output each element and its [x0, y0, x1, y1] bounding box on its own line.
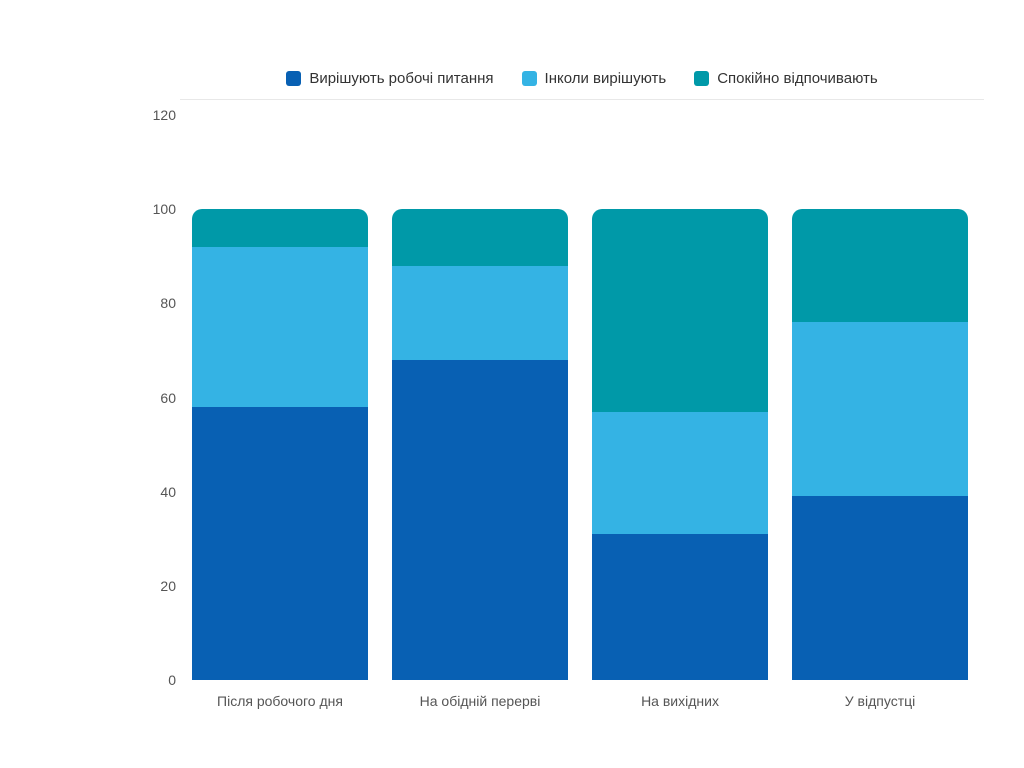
bar — [592, 209, 768, 680]
bar-segment — [392, 266, 568, 360]
y-axis-tick: 0 — [140, 672, 176, 688]
legend-label: Вирішують робочі питання — [309, 70, 493, 87]
legend-label: Спокійно відпочивають — [717, 70, 878, 87]
legend-item: Вирішують робочі питання — [286, 70, 493, 87]
y-axis-tick: 120 — [140, 107, 176, 123]
bar-segment — [392, 209, 568, 266]
bar-segment — [192, 247, 368, 407]
bar-segment — [192, 407, 368, 680]
legend: Вирішують робочі питання Інколи вирішуют… — [180, 70, 984, 100]
bar-segment — [792, 209, 968, 322]
legend-swatch — [522, 71, 537, 86]
y-axis-tick: 40 — [140, 484, 176, 500]
y-axis-tick: 60 — [140, 390, 176, 406]
x-axis-label: На вихідних — [592, 685, 768, 709]
bar-segment — [392, 360, 568, 680]
y-axis-tick: 100 — [140, 201, 176, 217]
bar-group — [592, 115, 768, 680]
plot-area — [180, 115, 980, 680]
y-axis-tick: 80 — [140, 295, 176, 311]
bar-segment — [592, 534, 768, 680]
bar — [392, 209, 568, 680]
bar-segment — [792, 496, 968, 680]
x-axis-label: Після робочого дня — [192, 685, 368, 709]
bar-segment — [192, 209, 368, 247]
y-axis-tick: 20 — [140, 578, 176, 594]
legend-swatch — [694, 71, 709, 86]
legend-label: Інколи вирішують — [545, 70, 667, 87]
bar — [192, 209, 368, 680]
bar-segment — [592, 209, 768, 411]
bar-group — [192, 115, 368, 680]
y-axis: 020406080100120 — [140, 115, 176, 680]
bar-group — [792, 115, 968, 680]
x-axis-label: На обідній перерві — [392, 685, 568, 709]
bar-group — [392, 115, 568, 680]
bar-segment — [792, 322, 968, 496]
legend-item: Спокійно відпочивають — [694, 70, 878, 87]
x-axis: Після робочого дня На обідній перерві На… — [180, 685, 980, 709]
x-axis-label: У відпустці — [792, 685, 968, 709]
bars-container — [180, 115, 980, 680]
legend-item: Інколи вирішують — [522, 70, 667, 87]
legend-swatch — [286, 71, 301, 86]
stacked-bar-chart: Вирішують робочі питання Інколи вирішуют… — [0, 0, 1024, 768]
bar-segment — [592, 412, 768, 534]
bar — [792, 209, 968, 680]
